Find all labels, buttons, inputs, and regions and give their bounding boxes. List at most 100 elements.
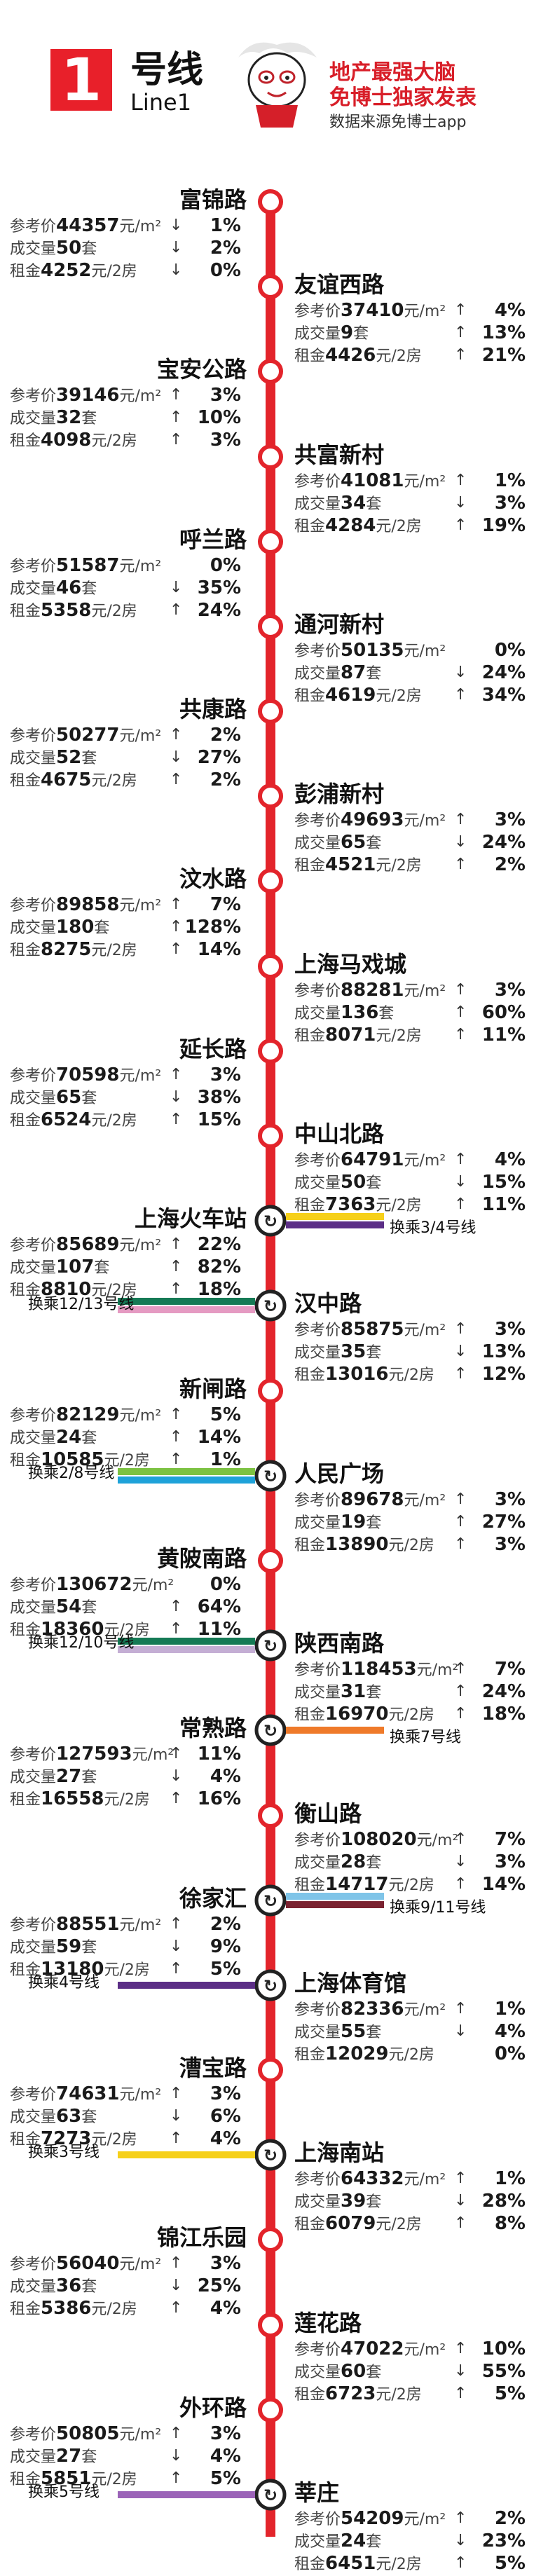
transfer-station-marker[interactable]: [254, 1460, 287, 1492]
station-marker[interactable]: [258, 1039, 283, 1064]
transfer-line-stripe: [118, 1982, 255, 1989]
station-marker[interactable]: [258, 1548, 283, 1573]
station-name[interactable]: 衡山路: [294, 1800, 362, 1827]
stat-value: 59: [56, 1936, 82, 1957]
stat-row-price: 参考价50805元/m² ↑ 3%: [10, 2423, 241, 2445]
station-stats: 参考价64332元/m² ↑ 1% 成交量39套 ↓ 28% 租金6079元/2房 ↑ 8%: [294, 2167, 526, 2235]
station-name[interactable]: 共康路: [179, 696, 247, 722]
station-name[interactable]: 外环路: [179, 2395, 247, 2421]
station-name[interactable]: 富锦路: [179, 186, 247, 213]
station-marker[interactable]: [258, 444, 283, 470]
stat-unit: 套: [366, 2364, 382, 2381]
transfer-station-marker[interactable]: [254, 2139, 287, 2171]
station-name[interactable]: 上海体育馆: [294, 1970, 407, 1996]
station-name[interactable]: 宝安公路: [156, 356, 247, 383]
transfer-station-marker[interactable]: [254, 1205, 287, 1237]
station-name[interactable]: 汶水路: [179, 865, 247, 892]
stat-label: 成交量59套: [10, 1936, 97, 1959]
trend-arrow-icon: ↓: [454, 494, 467, 512]
station-marker[interactable]: [258, 868, 283, 893]
stat-row-volume: 成交量27套 ↓ 4%: [10, 2445, 241, 2467]
stat-label-text: 成交量: [294, 1684, 341, 1701]
station-marker[interactable]: [258, 2313, 283, 2338]
station-name[interactable]: 彭浦新村: [294, 781, 385, 807]
transfer-line-stripe: [118, 1638, 255, 1645]
transfer-station-marker[interactable]: [254, 1884, 287, 1917]
station-marker[interactable]: [258, 783, 283, 809]
stat-value: 70598: [56, 1064, 120, 1085]
station-name[interactable]: 莘庄: [294, 2479, 340, 2506]
stat-label-text: 参考价: [10, 897, 57, 914]
stat-row-volume: 成交量35套 ↓ 13%: [294, 1341, 526, 1363]
station-name[interactable]: 通河新村: [294, 611, 385, 638]
stat-label: 成交量19套: [294, 1511, 381, 1535]
station-name[interactable]: 中山北路: [294, 1121, 385, 1147]
stat-value: 85875: [341, 1319, 404, 1340]
station-marker[interactable]: [258, 954, 283, 979]
station-stats: 参考价74631元/m² ↑ 3% 成交量63套 ↓ 6% 租金7273元/2房 ↑ 4%: [10, 2083, 241, 2150]
stat-unit: 套: [378, 1005, 395, 1022]
station-marker[interactable]: [258, 2057, 283, 2083]
stat-label-text: 租金: [10, 2301, 41, 2318]
station-marker[interactable]: [258, 1123, 283, 1149]
stat-row-rent: 租金14717元/2房 ↑ 14%: [294, 1873, 526, 1896]
transfer-label: 换乘3号线: [28, 2144, 100, 2161]
station-name[interactable]: 汉中路: [294, 1290, 362, 1317]
station-marker[interactable]: [258, 614, 283, 639]
transfer-station-marker[interactable]: [254, 1629, 287, 1662]
stat-label-text: 租金: [294, 1197, 326, 1214]
transfer-station-marker[interactable]: [254, 2479, 287, 2511]
stat-label: 成交量54套: [10, 1596, 97, 1619]
station-name[interactable]: 上海南站: [294, 2139, 385, 2166]
stat-unit: 套: [366, 2193, 382, 2211]
station-marker[interactable]: [258, 1378, 283, 1404]
station-name[interactable]: 锦江乐园: [156, 2224, 247, 2251]
transfer-station-marker[interactable]: [254, 1289, 287, 1322]
line-name: 号线: [130, 49, 204, 91]
station-name[interactable]: 共富新村: [294, 441, 385, 468]
station-name[interactable]: 人民广场: [294, 1460, 385, 1487]
station-marker[interactable]: [258, 359, 283, 384]
stat-row-volume: 成交量31套 ↑ 24%: [294, 1680, 526, 1703]
trend-arrow-icon: ↑: [170, 1745, 183, 1762]
station-name[interactable]: 莲花路: [294, 2310, 362, 2336]
stat-label-text: 参考价: [10, 2426, 57, 2444]
station-name[interactable]: 友谊西路: [294, 271, 385, 298]
station-name[interactable]: 上海火车站: [134, 1205, 247, 1232]
station-marker[interactable]: [258, 529, 283, 554]
station-name[interactable]: 徐家汇: [179, 1885, 247, 1912]
station-marker[interactable]: [258, 1803, 283, 1828]
stat-value: 50: [56, 238, 82, 259]
stat-unit: 套: [366, 2533, 382, 2551]
stat-label-text: 成交量: [294, 1005, 341, 1022]
station-name[interactable]: 黄陂南路: [156, 1545, 247, 1572]
station-name[interactable]: 陕西南路: [294, 1630, 385, 1657]
change-percent: 3%: [210, 1064, 241, 1085]
transfer-station-marker[interactable]: [254, 1714, 287, 1746]
station-marker[interactable]: [258, 189, 283, 214]
station-name[interactable]: 呼兰路: [179, 526, 247, 553]
station-marker[interactable]: [258, 699, 283, 724]
stat-label-text: 租金: [10, 1282, 41, 1299]
station-marker[interactable]: [258, 274, 283, 299]
stat-row-price: 参考价88551元/m² ↑ 2%: [10, 1913, 241, 1936]
trend-arrow-icon: ↓: [454, 1853, 467, 1870]
stat-unit: 元/2房: [104, 1791, 150, 1809]
stat-label: 成交量60套: [294, 2360, 381, 2384]
stat-label: 租金6079元/2房: [294, 2212, 422, 2236]
station-marker[interactable]: [258, 2227, 283, 2252]
trend-arrow-icon: ↑: [454, 1875, 467, 1893]
station-marker[interactable]: [258, 2397, 283, 2423]
stat-label: 成交量180套: [10, 916, 109, 940]
trend-arrow-icon: ↑: [170, 2299, 183, 2317]
station-name[interactable]: 漕宝路: [179, 2055, 247, 2081]
station-name[interactable]: 新闸路: [179, 1376, 247, 1402]
station-name[interactable]: 延长路: [179, 1036, 247, 1062]
station-name[interactable]: 上海马戏城: [294, 951, 407, 978]
stat-value: 16970: [325, 1704, 389, 1725]
stat-row-volume: 成交量50套 ↓ 2%: [10, 237, 241, 259]
transfer-station-marker[interactable]: [254, 1969, 287, 2001]
station-name[interactable]: 常熟路: [179, 1715, 247, 1741]
stat-label: 成交量27套: [10, 1765, 97, 1789]
trend-arrow-icon: ↓: [170, 1088, 183, 1106]
